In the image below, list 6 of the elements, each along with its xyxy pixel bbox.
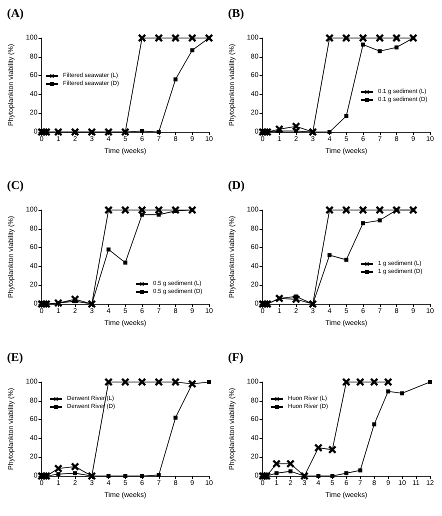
chart-title: (A) (7, 6, 24, 20)
chart-title: (E) (7, 350, 23, 364)
chart-title: (F) (228, 350, 244, 364)
chart-title: (B) (228, 6, 244, 20)
chart-title: (D) (228, 178, 245, 192)
chart-title: (C) (7, 178, 24, 192)
